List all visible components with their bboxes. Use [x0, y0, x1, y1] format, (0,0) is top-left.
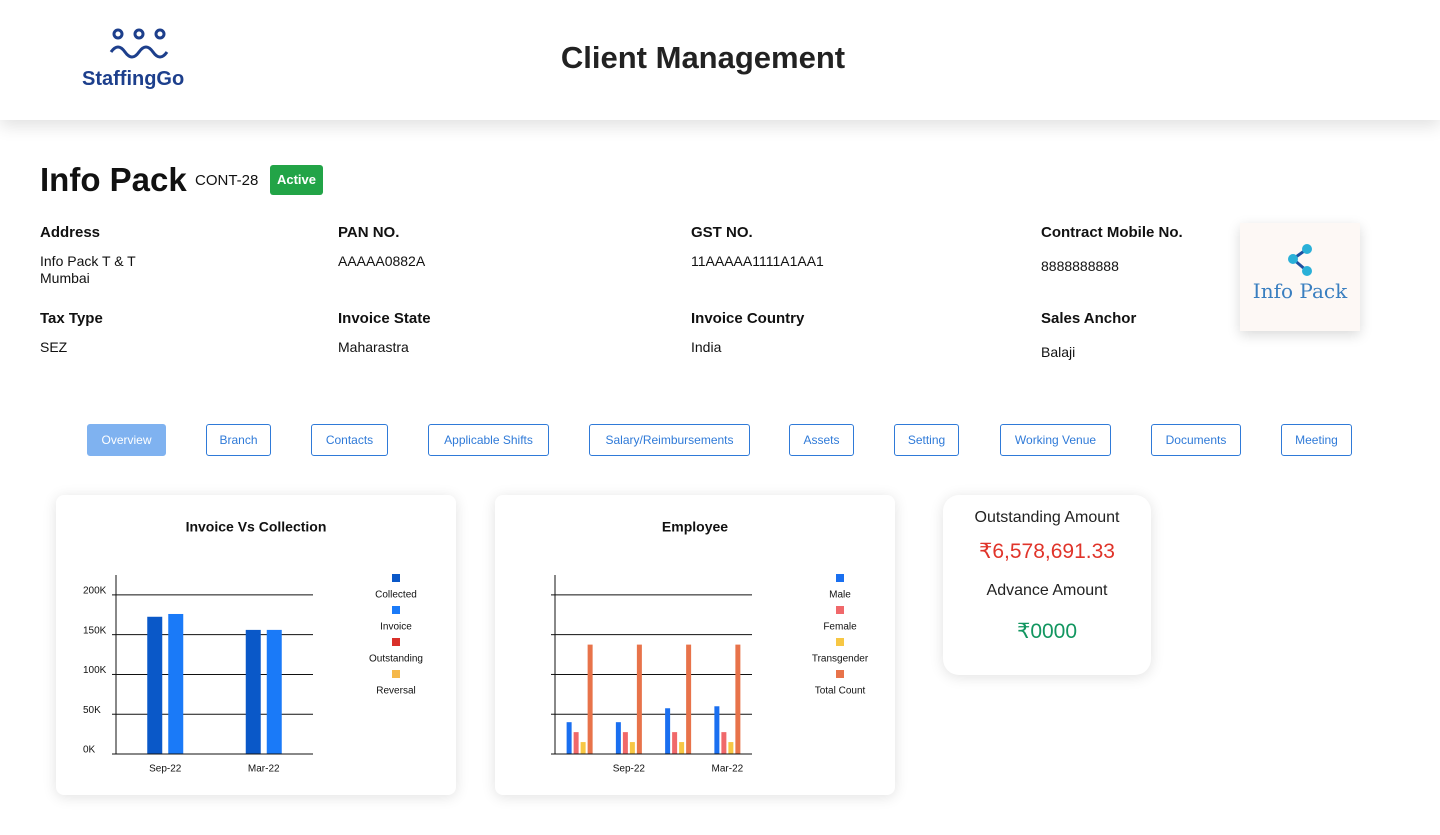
x-tick-label: Sep-22	[149, 764, 182, 775]
field-value: 11AAAAA1111A1AA1	[691, 253, 824, 269]
bar	[665, 708, 671, 754]
client-logo-text: Info Pack	[1252, 279, 1348, 303]
tab[interactable]: Documents	[1151, 424, 1241, 456]
field-value: Mumbai	[40, 270, 90, 286]
bar	[622, 732, 628, 754]
chart-title: Invoice Vs Collection	[186, 519, 327, 535]
tab[interactable]: Salary/Reimbursements	[589, 424, 750, 456]
field-label: Address	[40, 224, 101, 241]
bar	[147, 616, 163, 754]
outstanding-value: ₹6,578,691.33	[979, 540, 1115, 563]
logo-mark	[1288, 244, 1312, 276]
client-name: Info Pack	[40, 161, 187, 198]
bar	[615, 722, 621, 754]
field-value: AAAAA0882A	[338, 253, 426, 269]
legend-label: Invoice	[380, 622, 412, 633]
tab[interactable]: Overview	[87, 424, 166, 456]
field-label: Sales Anchor	[1041, 310, 1137, 327]
bar	[566, 722, 572, 754]
chart-title: Employee	[662, 519, 728, 535]
chart: Employee Sep-22 Mar-22 Male Female Transgende…	[551, 519, 869, 775]
legend-marker	[836, 574, 844, 582]
advance-label: Advance Amount	[986, 582, 1108, 599]
field-value: Info Pack T & T	[40, 253, 136, 269]
legend-marker	[836, 606, 844, 614]
bar	[714, 706, 720, 754]
bar	[245, 629, 261, 754]
field-value: India	[691, 339, 722, 355]
x-tick-label: Sep-22	[613, 764, 646, 775]
bar	[686, 644, 692, 754]
legend-label: Total Count	[815, 686, 866, 697]
y-tick-label: 150K	[83, 625, 107, 636]
x-tick-label: Mar-22	[248, 764, 280, 775]
tab[interactable]: Setting	[894, 424, 959, 456]
page-title: Client Management	[560, 40, 846, 75]
chart-card: Employee Sep-22 Mar-22 Male Female Transgende…	[495, 495, 895, 795]
field-value: 8888888888	[1041, 258, 1119, 274]
field-label: PAN NO.	[338, 224, 400, 241]
field-label: Tax Type	[40, 310, 103, 327]
logo-icon	[109, 28, 169, 59]
y-tick-label: 0K	[83, 745, 96, 756]
tab[interactable]: Branch	[206, 424, 271, 456]
client-logo: Info Pack	[1240, 223, 1360, 331]
bar	[721, 732, 727, 754]
client-code: CONT-28	[195, 172, 259, 189]
bar	[573, 732, 579, 754]
legend-marker	[392, 574, 400, 582]
bar	[679, 742, 685, 754]
chart-card: Invoice Vs Collection 0K 50K 100K 150K 200K Se…	[56, 495, 456, 795]
tab[interactable]: Applicable Shifts	[428, 424, 549, 456]
bar	[728, 742, 734, 754]
field-label: GST NO.	[691, 224, 753, 241]
field-value: Maharastra	[338, 339, 409, 355]
field-value: SEZ	[40, 339, 68, 355]
legend-marker	[392, 638, 400, 646]
legend-marker	[392, 606, 400, 614]
status-badge: Active	[270, 165, 323, 195]
legend-label: Outstanding	[369, 654, 423, 665]
legend-label: Collected	[375, 590, 417, 601]
legend-marker	[836, 670, 844, 678]
field-value: Balaji	[1041, 344, 1076, 360]
bar	[672, 732, 678, 754]
bar	[636, 644, 642, 754]
x-tick-label: Mar-22	[712, 764, 744, 775]
bar	[168, 613, 184, 754]
bar	[629, 742, 635, 754]
legend-label: Male	[829, 590, 851, 601]
field-label: Invoice Country	[691, 310, 805, 327]
legend-label: Reversal	[376, 686, 415, 697]
bar	[266, 629, 282, 754]
legend-marker	[836, 638, 844, 646]
advance-value: ₹0000	[1016, 620, 1078, 643]
legend-label: Transgender	[812, 654, 869, 665]
bar	[587, 644, 593, 754]
outstanding-label: Outstanding Amount	[974, 509, 1120, 526]
legend-label: Female	[823, 622, 857, 633]
y-tick-label: 50K	[83, 705, 101, 716]
summary-card: Outstanding Amount ₹6,578,691.33 Advance…	[943, 495, 1151, 675]
bar	[580, 742, 586, 754]
logo-text: StaffingGo	[82, 68, 185, 90]
y-tick-label: 100K	[83, 665, 107, 676]
tab[interactable]: Meeting	[1281, 424, 1352, 456]
tab[interactable]: Working Venue	[1000, 424, 1111, 456]
y-tick-label: 200K	[83, 586, 107, 597]
legend-marker	[392, 670, 400, 678]
chart: Invoice Vs Collection 0K 50K 100K 150K 200K Se…	[83, 519, 423, 775]
header: StaffingGo Client Management	[0, 0, 1440, 120]
bar	[735, 644, 741, 754]
field-label: Contract Mobile No.	[1041, 224, 1183, 241]
field-label: Invoice State	[338, 310, 431, 327]
tab[interactable]: Assets	[789, 424, 854, 456]
tab[interactable]: Contacts	[311, 424, 388, 456]
